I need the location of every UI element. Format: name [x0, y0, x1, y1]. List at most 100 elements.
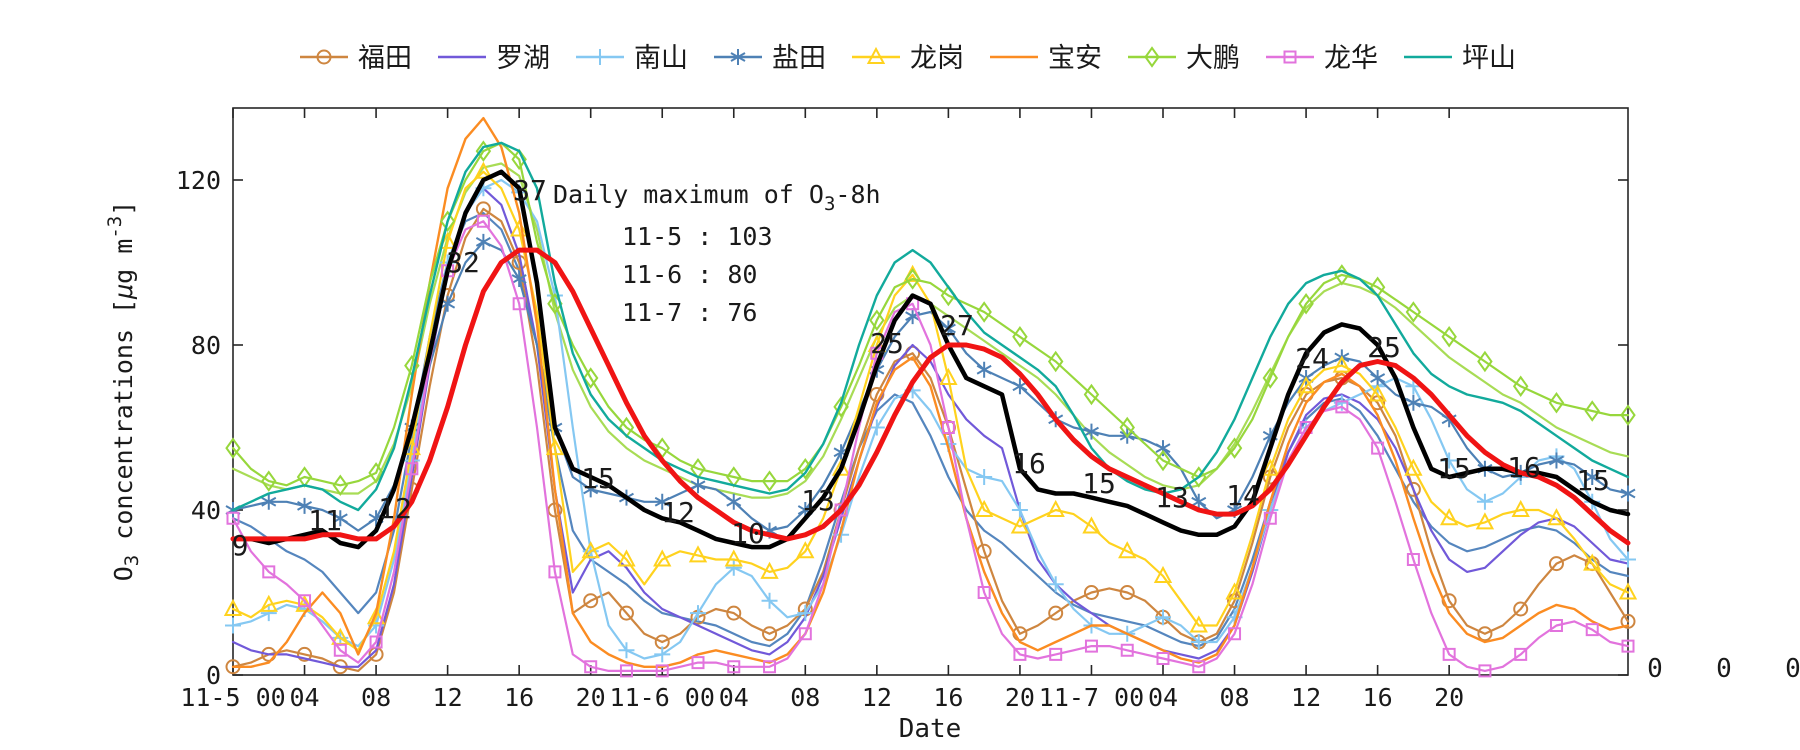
x-tick-label: 16 [933, 683, 963, 712]
marker-asterisk [1620, 485, 1636, 502]
marker-circle [1548, 556, 1564, 572]
marker-triangle [1618, 582, 1638, 600]
point-label-25: 25 [870, 327, 904, 360]
marker-triangle [617, 549, 636, 567]
annotation-row-2: 11-6 : 80 [622, 260, 757, 289]
marker-triangle [688, 545, 708, 563]
marker-asterisk [1155, 440, 1171, 457]
point-label-15: 15 [1082, 467, 1116, 500]
marker-circle [583, 593, 599, 609]
legend-label: 坪山 [1462, 43, 1516, 74]
series-unlabeled-blue [231, 211, 1630, 648]
point-label-16: 16 [1507, 451, 1541, 484]
marker-triangle [1189, 615, 1208, 633]
marker-square [941, 421, 955, 434]
x-axis-label: Date [899, 714, 962, 744]
marker-asterisk [583, 481, 599, 498]
zero-label: 0 [1785, 654, 1800, 684]
marker-diamond [1548, 392, 1565, 414]
series-盐田-markers [225, 233, 1636, 539]
legend-label: 大鹏 [1186, 43, 1240, 74]
marker-square [226, 511, 240, 525]
marker-diamond [1047, 350, 1064, 373]
x-tick-label: 20 [576, 683, 606, 712]
marker-square [977, 586, 991, 599]
marker-triangle [1547, 508, 1566, 526]
marker-diamond [1512, 375, 1529, 397]
marker-plus [797, 605, 814, 622]
marker-triangle [259, 594, 278, 612]
series-大鹏-line [231, 141, 1630, 487]
marker-square [1585, 623, 1599, 637]
marker-square [298, 594, 312, 608]
marker-plus [618, 642, 635, 659]
legend-label: 龙华 [1324, 43, 1378, 74]
marker-diamond [1441, 326, 1457, 348]
legend-item-福田: 福田 [300, 43, 412, 74]
legend: 福田 罗湖 南山 盐田 龙岗 宝安 大鹏 龙华 坪山 [300, 43, 1516, 74]
axes: 11-5 00 04 08 12 16 20 11-6 00 04 08 12 16 20 11-7 0… [176, 107, 1629, 712]
marker-asterisk [654, 493, 670, 510]
marker-square [727, 660, 741, 674]
series-宝安-line [231, 116, 1630, 668]
legend-label: 宝安 [1048, 43, 1102, 74]
marker-square [405, 462, 419, 476]
series-宝安 [231, 116, 1630, 668]
series-o3-8h-mean-red-line [230, 247, 1631, 546]
legend-item-宝安: 宝安 [990, 43, 1102, 74]
x-tick-label: 04 [1148, 683, 1178, 712]
marker-circle [547, 502, 563, 518]
marker-square [548, 565, 562, 579]
x-tick-label: 04 [719, 683, 749, 712]
legend-item-盐田: 盐田 [714, 43, 826, 74]
marker-plus [1476, 493, 1493, 510]
marker-asterisk [511, 271, 527, 287]
marker-square [834, 503, 848, 517]
marker-plus [260, 605, 277, 622]
marker-diamond [332, 474, 349, 496]
marker-diamond [1298, 293, 1314, 315]
marker-square [1084, 639, 1098, 653]
marker-plus [1620, 551, 1636, 568]
marker-square [1621, 639, 1635, 653]
legend-item-龙华: 龙华 [1266, 43, 1378, 74]
marker-asterisk [976, 361, 992, 378]
marker-triangle [1046, 499, 1065, 517]
series-o3-8h-mean-red [230, 247, 1631, 546]
marker-plus [1190, 634, 1207, 650]
legend-item-大鹏: 大鹏 [1128, 43, 1240, 74]
marker-diamond [1226, 437, 1243, 459]
x-tick-label: 11-6 00 [610, 683, 715, 712]
marker-diamond [1012, 326, 1028, 348]
marker-asterisk [1370, 370, 1386, 386]
legend-label: 盐田 [772, 43, 826, 74]
marker-square [333, 643, 347, 657]
marker-triangle [831, 458, 851, 476]
series-福田-line [231, 207, 1630, 672]
marker-triangle [1583, 553, 1602, 571]
marker-square [798, 627, 812, 641]
marker-square [763, 660, 777, 674]
annotation-row-1: 11-5 : 103 [622, 222, 773, 251]
marker-circle [1620, 613, 1636, 629]
marker-diamond [439, 210, 456, 232]
marker-diamond [1191, 466, 1207, 488]
series-坪山-line [231, 141, 1630, 512]
legend-label: 龙岗 [910, 43, 964, 74]
marker-diamond [1584, 400, 1600, 422]
point-label-9: 9 [232, 529, 249, 562]
legend-label: 福田 [358, 43, 412, 74]
marker-plus [690, 605, 706, 622]
x-tick-label: 11-7 00 [1039, 683, 1144, 712]
marker-plus [725, 559, 742, 576]
marker-diamond [368, 462, 384, 484]
marker-triangle [1082, 516, 1101, 534]
marker-triangle [653, 549, 672, 567]
point-label-25: 25 [1367, 331, 1401, 364]
marker-circle [1513, 601, 1529, 617]
marker-diamond [1155, 449, 1171, 472]
marker-diamond [1477, 350, 1493, 373]
marker-triangle [796, 541, 815, 559]
marker-asterisk [690, 477, 706, 494]
